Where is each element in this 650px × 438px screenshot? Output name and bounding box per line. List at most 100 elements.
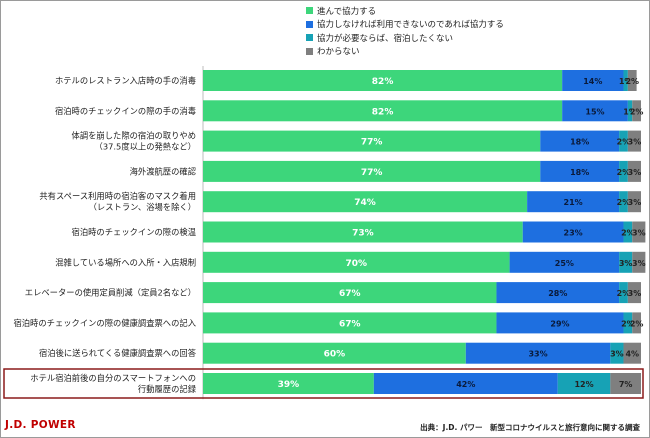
data-label: 1% <box>623 107 637 116</box>
data-label: 73% <box>352 229 374 239</box>
legend-swatch <box>306 20 313 28</box>
legend: 進んで協力する協力しなければ利用できないのであれば協力する 協力が必要ならば、宿泊… <box>306 4 504 58</box>
bar-segment <box>623 221 633 243</box>
bar-segment <box>540 130 620 152</box>
legend-item: 協力が必要ならば、宿泊したくない <box>306 31 504 45</box>
data-label: 4% <box>625 350 639 359</box>
category-label: 海外渡航歴の確認 <box>130 166 197 176</box>
legend-item: わからない <box>306 45 504 59</box>
data-label: 3% <box>628 289 642 298</box>
bar-segment <box>627 130 641 152</box>
data-label: 3% <box>610 350 624 359</box>
data-label: 2% <box>617 138 631 147</box>
category-label: ホテル宿泊前後の自分のスマートフォンへの行動履歴の記録 <box>30 373 196 394</box>
data-label: 2% <box>617 289 631 298</box>
data-label: 77% <box>361 138 383 148</box>
bar-segment <box>203 160 541 182</box>
legend-swatch <box>306 34 313 42</box>
bar-segment <box>627 191 641 213</box>
data-label: 28% <box>548 289 567 298</box>
bar-segment <box>623 312 633 334</box>
data-label: 70% <box>346 259 368 269</box>
category-label: ホテルのレストラン入店時の手の消毒 <box>55 76 196 86</box>
bar-segment <box>373 373 558 394</box>
legend-label: 進んで協力する <box>317 6 377 17</box>
data-label: 1% <box>619 77 633 86</box>
bar-segment <box>203 221 523 243</box>
bar-segment <box>557 373 611 394</box>
bar-segment <box>627 282 641 304</box>
bar-segment <box>203 191 528 213</box>
bar-segment <box>619 282 628 304</box>
data-label: 2% <box>621 319 635 328</box>
data-label: 42% <box>456 380 475 389</box>
bar-segment <box>203 130 541 152</box>
bar-segment <box>632 312 641 334</box>
category-label: 体調を崩した際の宿泊の取りやめ（37.5度以上の発熱など） <box>72 131 196 152</box>
source-note: 出典：J.D. パワー 新型コロナウイルスと旅行意向に関する調査 <box>420 423 640 432</box>
data-label: 67% <box>339 319 361 329</box>
bar-segment <box>496 312 624 334</box>
bar-segment <box>632 100 641 122</box>
data-label: 29% <box>550 319 569 328</box>
data-label: 2% <box>625 77 639 86</box>
bar-segment <box>623 70 628 91</box>
data-label: 3% <box>632 259 646 268</box>
category-label: 宿泊時のチェックインの際の健康調査票への記入 <box>13 318 196 328</box>
legend-item: 協力しなければ利用できないのであれば協力する <box>306 18 504 32</box>
bar-segment <box>627 100 633 122</box>
data-label: 3% <box>628 198 642 207</box>
category-label: エレベーターの使用定員削減（定員2名など） <box>25 288 196 298</box>
bar-segment <box>465 342 611 364</box>
legend-item: 進んで協力する <box>306 4 504 18</box>
bar-segment <box>496 282 620 304</box>
data-label: 25% <box>555 259 574 268</box>
bar-segment <box>522 221 624 243</box>
data-label: 7% <box>619 380 633 389</box>
bar-segment <box>619 251 633 273</box>
bar-segment <box>562 70 624 91</box>
data-label: 39% <box>278 380 300 390</box>
legend-label: 協力が必要ならば、宿泊したくない <box>317 33 454 44</box>
data-label: 2% <box>621 229 635 238</box>
highlight-box <box>3 368 644 399</box>
bar-segment <box>632 251 646 273</box>
data-label: 82% <box>372 107 394 117</box>
data-label: 2% <box>630 107 644 116</box>
bar-segment <box>627 70 637 91</box>
data-label: 15% <box>585 107 604 116</box>
bar-segment <box>203 100 563 122</box>
category-label: 宿泊時のチェックインの際の手の消毒 <box>55 106 196 116</box>
data-label: 60% <box>324 350 346 360</box>
legend-label: わからない <box>317 47 360 58</box>
bar-segment <box>527 191 620 213</box>
data-label: 2% <box>617 168 631 177</box>
legend-swatch <box>306 7 313 15</box>
legend-label: 協力しなければ利用できないのであれば協力する <box>317 20 504 31</box>
data-label: 33% <box>528 350 547 359</box>
data-label: 18% <box>570 168 589 177</box>
bar-segment <box>627 160 641 182</box>
bar-segment <box>540 160 620 182</box>
data-label: 14% <box>583 77 602 86</box>
data-label: 82% <box>372 77 394 87</box>
bar-segment <box>619 191 628 213</box>
category-label: 混雑している場所への入所・入店規制 <box>55 257 196 267</box>
category-label: 宿泊時のチェックインの際の検温 <box>72 227 196 237</box>
data-label: 74% <box>354 198 376 208</box>
bar-segment <box>610 342 624 364</box>
bar-segment <box>632 221 646 243</box>
data-label: 77% <box>361 168 383 178</box>
data-label: 18% <box>570 138 589 147</box>
category-label: 宿泊後に送られてくる健康調査票への回答 <box>39 348 197 358</box>
bar-segment <box>203 373 374 394</box>
bar-segment <box>203 342 466 364</box>
bar-segment <box>509 251 620 273</box>
bar-segment <box>203 251 510 273</box>
data-label: 3% <box>628 138 642 147</box>
data-label: 2% <box>617 198 631 207</box>
bar-segment <box>562 100 628 122</box>
bar-segment <box>623 342 641 364</box>
category-label: 共有スペース利用時の宿泊客のマスク着用（レストラン、浴場を除く） <box>39 191 196 212</box>
data-label: 67% <box>339 289 361 299</box>
